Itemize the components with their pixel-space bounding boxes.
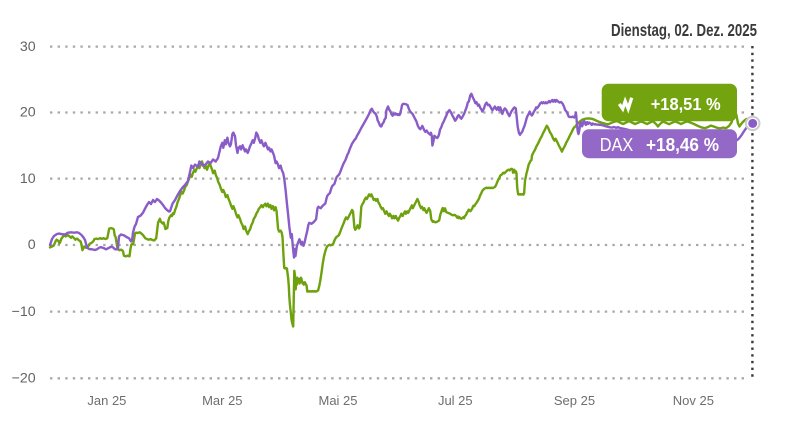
- svg-text:Dienstag, 02. Dez. 2025: Dienstag, 02. Dez. 2025: [611, 20, 757, 40]
- svg-text:Sep 25: Sep 25: [554, 393, 595, 408]
- svg-text:Mar 25: Mar 25: [202, 393, 242, 408]
- svg-text:Mai 25: Mai 25: [318, 393, 357, 408]
- svg-text:Jan 25: Jan 25: [87, 393, 126, 408]
- svg-text:0: 0: [28, 237, 36, 253]
- svg-text:Jul 25: Jul 25: [438, 393, 473, 408]
- svg-text:Nov 25: Nov 25: [673, 393, 714, 408]
- svg-text:20: 20: [20, 105, 36, 121]
- svg-text:−20: −20: [12, 371, 36, 387]
- svg-text:+18,51 %: +18,51 %: [651, 94, 721, 114]
- svg-text:DAX: DAX: [600, 135, 634, 155]
- svg-text:10: 10: [20, 171, 36, 187]
- svg-text:+18,46 %: +18,46 %: [646, 135, 719, 155]
- svg-text:−10: −10: [12, 304, 36, 320]
- svg-text:30: 30: [20, 39, 36, 55]
